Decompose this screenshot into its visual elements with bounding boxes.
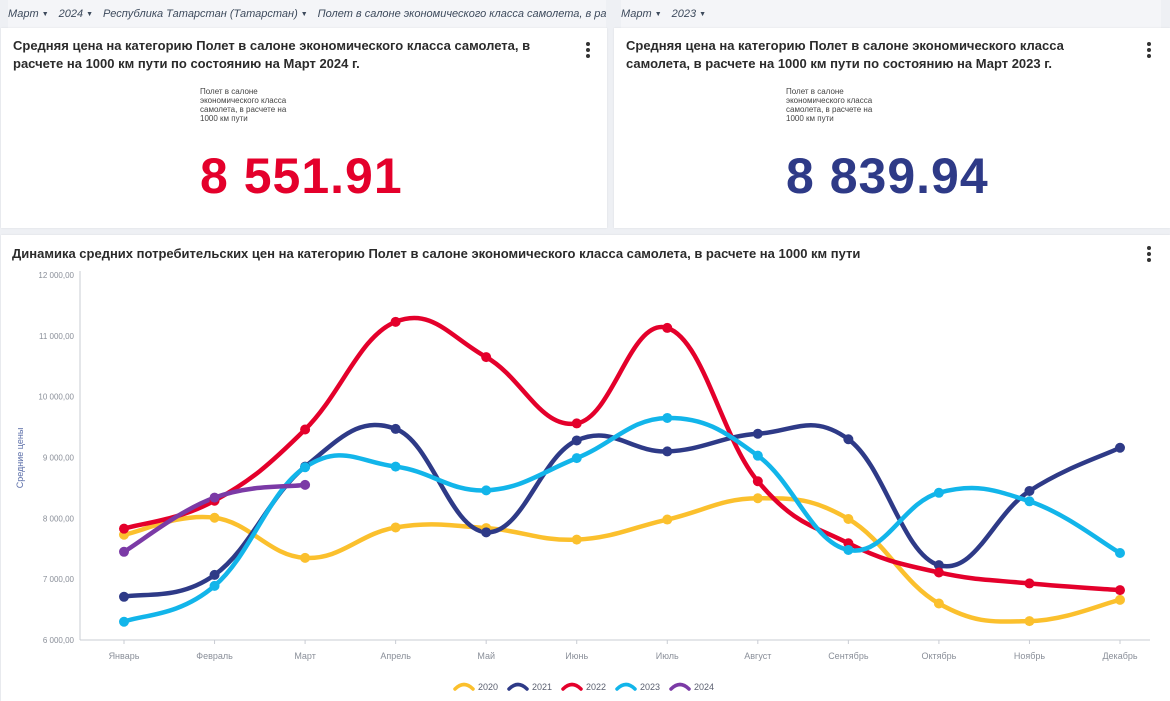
kpi-value: 8 551.91 <box>200 148 403 204</box>
kpi-label: Полет в салоне экономического класса сам… <box>786 87 873 123</box>
filter-region[interactable]: Республика Татарстан (Татарстан) ▼ <box>103 8 308 20</box>
filter-bar-right: Март ▼ 2023 ▼ <box>621 0 1161 28</box>
more-options-icon[interactable] <box>1147 246 1151 262</box>
kpi-card-2023: Средняя цена на категорию Полет в салоне… <box>614 28 1170 228</box>
kpi-title: Средняя цена на категорию Полет в салоне… <box>13 38 531 71</box>
kpi-card-2024: Средняя цена на категорию Полет в салоне… <box>1 28 607 228</box>
chevron-down-icon: ▼ <box>300 10 308 18</box>
chevron-down-icon: ▼ <box>699 10 707 18</box>
kpi-value: 8 839.94 <box>786 148 989 204</box>
more-options-icon[interactable] <box>586 42 590 58</box>
filter-year-compare[interactable]: 2023 ▼ <box>671 8 707 20</box>
filter-bar-left: Март ▼ 2024 ▼ Республика Татарстан (Татарс… <box>8 0 606 28</box>
filter-month-compare[interactable]: Март ▼ <box>621 8 662 20</box>
chart-card: Динамика средних потребительских цен на … <box>1 235 1170 701</box>
more-options-icon[interactable] <box>1147 42 1151 58</box>
filter-month[interactable]: Март ▼ <box>8 8 49 20</box>
filter-year[interactable]: 2024 ▼ <box>58 8 94 20</box>
chevron-down-icon: ▼ <box>654 10 662 18</box>
chevron-down-icon: ▼ <box>86 10 94 18</box>
kpi-title: Средняя цена на категорию Полет в салоне… <box>626 38 1064 71</box>
kpi-label: Полет в салоне экономического класса сам… <box>200 87 287 123</box>
filter-category[interactable]: Полет в салоне экономического класса сам… <box>317 8 606 20</box>
chevron-down-icon: ▼ <box>41 10 49 18</box>
chart-title: Динамика средних потребительских цен на … <box>12 246 861 261</box>
